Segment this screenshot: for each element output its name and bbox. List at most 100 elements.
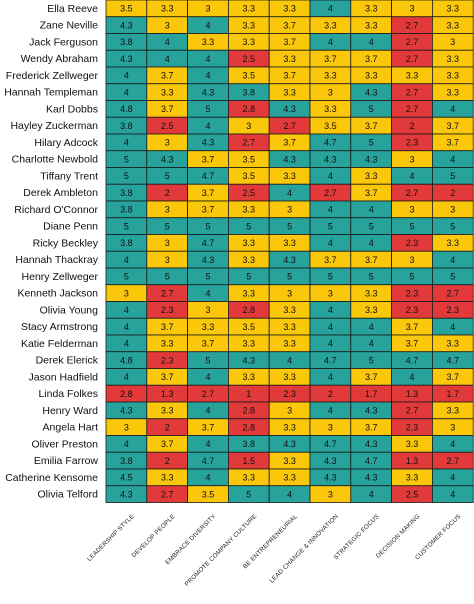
cell-value: 3.7 xyxy=(283,138,296,148)
cell-value: 3.3 xyxy=(447,238,460,248)
cell-value: 4.3 xyxy=(365,406,378,416)
cell-value: 1.7 xyxy=(447,389,460,399)
cell-value: 3.3 xyxy=(324,71,337,81)
cell-value: 2.8 xyxy=(243,104,256,114)
cell-value: 3.5 xyxy=(243,322,256,332)
cell-value: 4.3 xyxy=(283,104,296,114)
cell-value: 5 xyxy=(409,272,414,282)
cell-value: 3.3 xyxy=(447,71,460,81)
cell-value: 2.3 xyxy=(161,305,174,315)
cell-value: 4 xyxy=(287,355,292,365)
cell-value: 3.7 xyxy=(202,188,215,198)
cell-value: 3.3 xyxy=(447,339,460,349)
cell-value: 2.5 xyxy=(406,489,419,499)
cell-value: 4 xyxy=(287,188,292,198)
cell-value: 5 xyxy=(369,272,374,282)
cell-value: 3.7 xyxy=(161,322,174,332)
cell-value: 4.7 xyxy=(324,355,337,365)
cell-value: 3 xyxy=(205,305,210,315)
cell-value: 4 xyxy=(124,372,129,382)
column-label: PROMOTE COMPANY CULTURE xyxy=(184,513,259,588)
cell-value: 3.3 xyxy=(406,439,419,449)
cell-value: 3.7 xyxy=(324,255,337,265)
cell-value: 5 xyxy=(287,221,292,231)
cell-value: 5 xyxy=(369,221,374,231)
cell-value: 4 xyxy=(450,439,455,449)
cell-value: 3.3 xyxy=(243,339,256,349)
cell-value: 4 xyxy=(450,489,455,499)
cell-value: 3 xyxy=(450,37,455,47)
cell-value: 3.7 xyxy=(283,37,296,47)
cell-value: 2.8 xyxy=(120,389,133,399)
cell-value: 4.3 xyxy=(324,154,337,164)
cell-value: 3.3 xyxy=(447,406,460,416)
cell-value: 3.3 xyxy=(447,4,460,14)
cell-value: 3.5 xyxy=(202,489,215,499)
cell-value: 3.7 xyxy=(365,422,378,432)
row-label: Charlotte Newbold xyxy=(12,154,99,166)
cell-value: 4 xyxy=(369,489,374,499)
cell-value: 3 xyxy=(328,288,333,298)
cell-value: 4.3 xyxy=(324,473,337,483)
cell-value: 2.3 xyxy=(447,305,460,315)
cell-value: 2.5 xyxy=(161,121,174,131)
cell-value: 2 xyxy=(409,121,414,131)
cell-value: 4.3 xyxy=(283,439,296,449)
cell-value: 3.3 xyxy=(161,406,174,416)
row-label: Katie Felderman xyxy=(21,338,98,350)
row-label: Zane Neville xyxy=(40,20,99,32)
cell-value: 2 xyxy=(165,422,170,432)
cell-value: 3.3 xyxy=(324,104,337,114)
cell-value: 4.3 xyxy=(120,20,133,30)
cell-value: 3.7 xyxy=(447,372,460,382)
cell-value: 3.3 xyxy=(447,20,460,30)
cell-value: 4 xyxy=(328,322,333,332)
cell-value: 4 xyxy=(205,71,210,81)
cell-value: 5 xyxy=(450,171,455,181)
cell-value: 2 xyxy=(450,188,455,198)
row-label: Wendy Abraham xyxy=(21,53,99,65)
cell-value: 3.7 xyxy=(283,71,296,81)
cell-value: 3.3 xyxy=(243,4,256,14)
cell-value: 3.3 xyxy=(243,20,256,30)
cell-value: 2 xyxy=(165,188,170,198)
heatmap-cell xyxy=(431,485,474,503)
cell-value: 4.7 xyxy=(202,456,215,466)
cell-value: 4.3 xyxy=(324,456,337,466)
cell-value: 4.5 xyxy=(120,473,133,483)
cell-value: 4.8 xyxy=(120,104,133,114)
cell-value: 3.7 xyxy=(161,71,174,81)
cell-value: 4 xyxy=(369,339,374,349)
cell-value: 2.7 xyxy=(324,188,337,198)
cell-value: 3.3 xyxy=(283,238,296,248)
cell-value: 4 xyxy=(124,439,129,449)
cell-value: 4.7 xyxy=(406,355,419,365)
cell-value: 5 xyxy=(369,104,374,114)
cell-value: 3.8 xyxy=(243,439,256,449)
cell-value: 3.3 xyxy=(283,305,296,315)
cell-value: 3.7 xyxy=(202,422,215,432)
cell-value: 3.7 xyxy=(406,322,419,332)
cell-value: 2.7 xyxy=(406,87,419,97)
cell-value: 4 xyxy=(165,37,170,47)
cell-value: 3.3 xyxy=(406,473,419,483)
row-label: Karl Dobbs xyxy=(46,103,98,115)
cell-value: 5 xyxy=(165,272,170,282)
cell-value: 4 xyxy=(124,305,129,315)
cell-value: 4 xyxy=(165,54,170,64)
cell-value: 2.7 xyxy=(243,138,256,148)
cell-value: 5 xyxy=(246,272,251,282)
cell-value: 3 xyxy=(328,489,333,499)
cell-value: 3.7 xyxy=(447,121,460,131)
cell-value: 5 xyxy=(369,138,374,148)
cell-value: 5 xyxy=(450,221,455,231)
cell-value: 4 xyxy=(124,255,129,265)
cell-value: 4 xyxy=(328,205,333,215)
cell-value: 2.3 xyxy=(283,389,296,399)
cell-value: 3.7 xyxy=(447,138,460,148)
cell-value: 3.5 xyxy=(120,4,133,14)
row-label: Frederick Zellweger xyxy=(6,70,99,82)
cell-value: 3.3 xyxy=(365,4,378,14)
column-label: DEVELOP PEOPLE xyxy=(131,513,177,559)
cell-value: 3.3 xyxy=(447,54,460,64)
